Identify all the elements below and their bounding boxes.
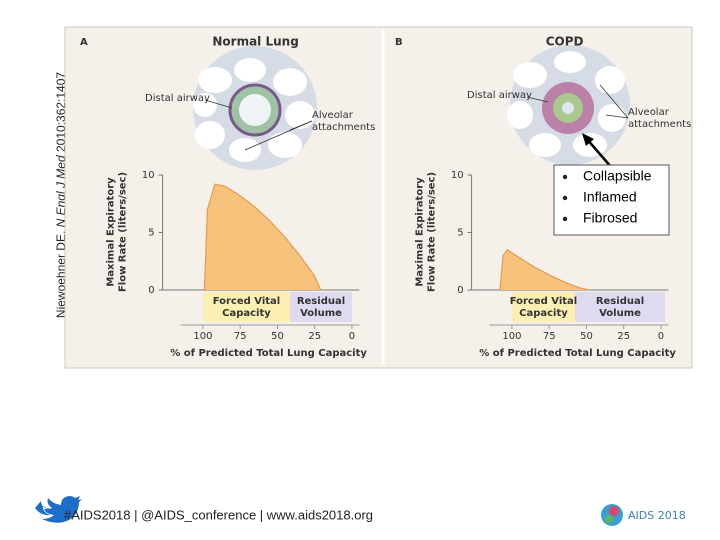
bullet-text: Fibrosed xyxy=(583,210,637,226)
arrow xyxy=(585,137,613,169)
y-axis-label: Maximal ExpiratoryFlow Rate (liters/sec) xyxy=(106,172,129,292)
area-line xyxy=(203,183,322,291)
x-tick-label: 50 xyxy=(271,331,284,342)
illustration-label: Distal airway xyxy=(467,90,532,101)
region-label: Residual xyxy=(297,296,345,307)
illustration xyxy=(193,46,317,170)
footer-text: #AIDS2018 | @AIDS_conference | www.aids2… xyxy=(64,507,373,522)
illustration-label: attachments xyxy=(628,119,691,130)
illustration-label: Alveolar xyxy=(312,110,354,121)
x-axis-label: % of Predicted Total Lung Capacity xyxy=(170,348,367,359)
y-tick-label: 0 xyxy=(457,285,463,296)
bullet-dot xyxy=(562,174,568,180)
region-label: Capacity xyxy=(222,308,271,319)
region-label: Forced Vital xyxy=(510,296,578,307)
y-tick-label: 0 xyxy=(148,285,154,296)
panel-letter: A xyxy=(80,37,88,48)
rv-region xyxy=(290,292,352,322)
region-label: Residual xyxy=(596,296,644,307)
bullet-text: Collapsible xyxy=(583,168,652,184)
leader-line xyxy=(244,120,313,151)
leader-line xyxy=(204,99,233,109)
leader-line xyxy=(605,114,629,119)
rv-region xyxy=(575,292,665,322)
y-tick-label: 5 xyxy=(457,228,463,239)
fvc-region xyxy=(202,292,290,322)
y-tick-label: 10 xyxy=(142,170,155,181)
panel-title: Normal Lung xyxy=(212,35,298,49)
fvc-region xyxy=(511,292,575,322)
x-tick-label: 50 xyxy=(580,331,593,342)
area-line xyxy=(499,248,590,291)
x-tick-label: 75 xyxy=(234,331,247,342)
y-tick-label: 10 xyxy=(451,170,464,181)
x-tick-label: 0 xyxy=(658,331,664,342)
bullet-dot xyxy=(562,195,568,201)
area-fill xyxy=(204,184,321,290)
region-label: Capacity xyxy=(519,308,568,319)
y-axis-label: Maximal ExpiratoryFlow Rate (liters/sec) xyxy=(415,172,438,292)
illustration-label: Alveolar xyxy=(628,107,670,118)
x-tick-label: 25 xyxy=(617,331,630,342)
x-tick-label: 100 xyxy=(193,331,212,342)
arrow-head xyxy=(582,133,594,146)
x-tick-label: 75 xyxy=(543,331,556,342)
leader-line xyxy=(526,96,549,103)
region-label: Forced Vital xyxy=(213,296,281,307)
illustration-label: Distal airway xyxy=(145,93,210,104)
y-axis-label-line: Flow Rate (liters/sec) xyxy=(427,172,438,292)
region-label: Volume xyxy=(599,308,641,319)
x-tick-label: 25 xyxy=(308,331,321,342)
bullet-dot xyxy=(562,216,568,222)
logo-mark xyxy=(601,504,623,526)
bullet-box xyxy=(553,164,670,236)
x-tick-label: 0 xyxy=(349,331,355,342)
y-axis-label-line: Flow Rate (liters/sec) xyxy=(118,172,129,292)
logo-text: AIDS 2018 xyxy=(628,509,686,522)
x-tick-label: 100 xyxy=(502,331,521,342)
x-axis-label: % of Predicted Total Lung Capacity xyxy=(479,348,676,359)
region-label: Volume xyxy=(300,308,342,319)
y-axis-label-line: Maximal Expiratory xyxy=(106,177,117,287)
illustration-label: attachments xyxy=(312,122,375,133)
bullet-text: Inflamed xyxy=(583,189,637,205)
y-tick-label: 5 xyxy=(148,228,154,239)
panel-title: COPD xyxy=(546,35,584,49)
panel-letter: B xyxy=(395,37,403,48)
leader-line xyxy=(599,84,629,119)
y-axis-label-line: Maximal Expiratory xyxy=(415,177,426,287)
illustration xyxy=(507,45,630,165)
twitter-icon xyxy=(35,496,82,523)
